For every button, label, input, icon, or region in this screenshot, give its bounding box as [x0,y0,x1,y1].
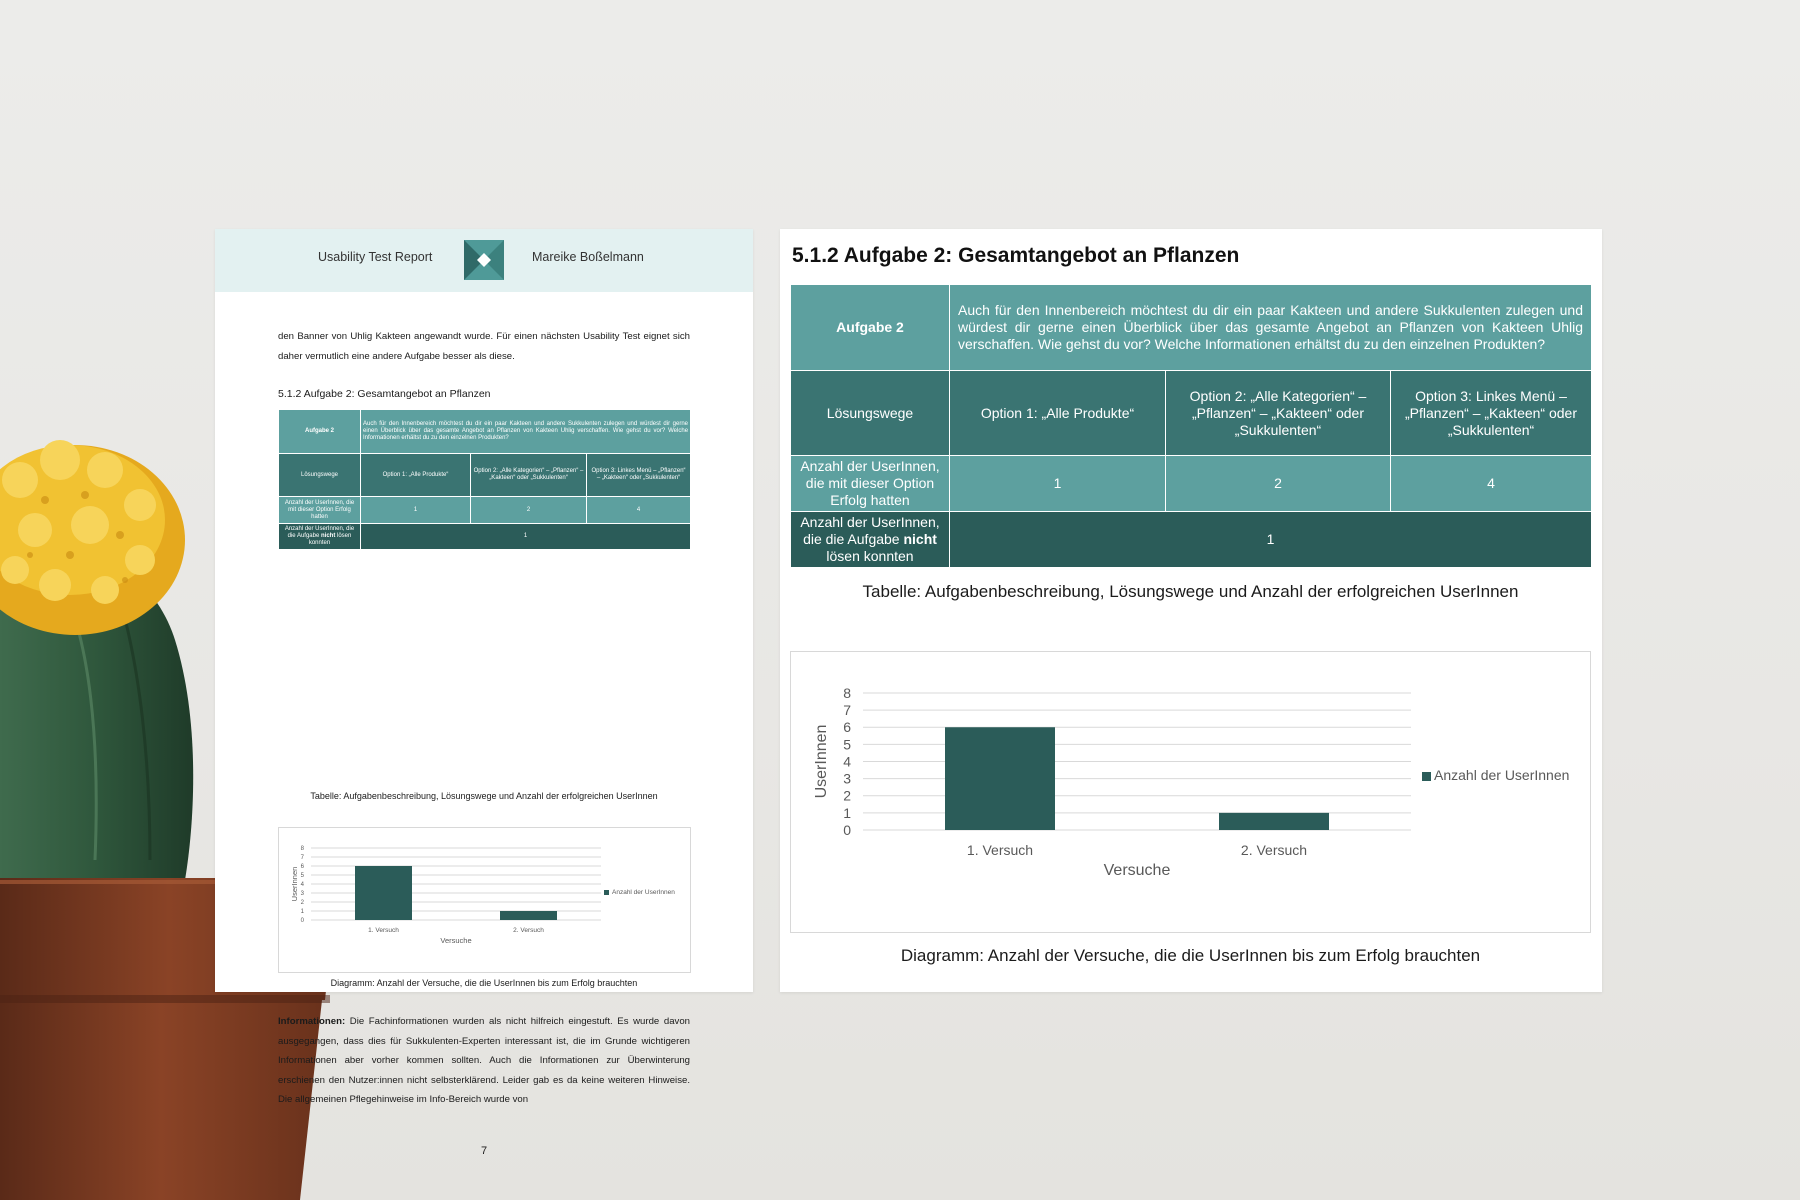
fail-value: 1 [359,523,692,550]
table-caption: Tabelle: Aufgabenbeschreibung, Lösungswe… [862,582,1519,601]
info-paragraph: Informationen: Die Fachinformationen wur… [278,1016,690,1105]
task-description: Auch für den Innenbereich möchtest du di… [948,284,1593,371]
option-2: Option 2: „Alle Kategorien“ – „Pflanzen“… [470,453,587,497]
option-3: Option 3: Linkes Menü – „Pflanzen“ – „Ka… [1389,370,1593,456]
fail-value: 1 [948,511,1593,568]
y-tick-label: 5 [843,736,851,752]
task-label: Aufgabe 2 [278,409,361,454]
y-axis-title: UserInnen [813,725,830,799]
fail-label: Anzahl der UserInnen, die die Aufgabe ni… [790,511,950,568]
logo-icon [464,240,504,280]
success-value-1: 1 [360,496,471,524]
y-tick-label: 7 [843,702,851,718]
bar [1219,812,1329,830]
y-tick-label: 5 [301,873,305,879]
task-label: Aufgabe 2 [790,284,950,371]
fail-label: Anzahl der UserInnen, die die Aufgabe ni… [278,523,361,550]
bar [945,727,1055,830]
chart-caption: Diagramm: Anzahl der Versuche, die die U… [330,978,638,988]
solutions-label: Lösungswege [790,370,950,456]
bar [355,866,412,920]
option-2: Option 2: „Alle Kategorien“ – „Pflanzen“… [1165,370,1391,456]
chart-svg-small: 0 1 2 3 4 5 6 7 8 1. Versuch 2. Versuch Versuche Use… [290,846,675,945]
section-heading: 5.1.2 Aufgabe 2: Gesamtangebot an Pflanz… [278,388,491,400]
right-zoomed-page: 5.1.2 Aufgabe 2: Gesamtangebot an Pflanz… [780,229,1602,992]
legend-label: Anzahl der UserInnen [1434,767,1569,783]
bar-chart-small: 0 1 2 3 4 5 6 7 8 1. Versuch 2. Versuch Versuche Use… [278,827,691,973]
success-value-2: 2 [1165,455,1391,512]
y-tick-label: 3 [301,891,305,897]
y-tick-label: 1 [843,805,851,821]
y-tick-label: 0 [843,822,851,838]
y-tick-label: 6 [301,864,305,870]
y-tick-label: 3 [843,771,851,787]
option-1: Option 1: „Alle Produkte“ [360,453,471,497]
chart-caption: Diagramm: Anzahl der Versuche, die die U… [900,946,1481,965]
intro-paragraph: den Banner von Uhlig Kakteen angewandt w… [278,331,690,362]
x-axis-title: Versuche [440,936,471,945]
option-3: Option 3: Linkes Menü – „Pflanzen“ – „Ka… [585,453,692,497]
x-tick-label: 2. Versuch [1241,842,1307,858]
y-tick-label: 8 [301,846,305,852]
bar-chart-large: 0 1 2 3 4 5 6 7 8 1. Versuch 2. Versuch Versuche Use… [790,651,1591,933]
success-value-3: 4 [585,496,692,524]
page-header: Usability Test Report Mareike Boßelmann [215,229,753,292]
success-value-3: 4 [1389,455,1593,512]
y-tick-label: 7 [301,855,305,861]
x-axis-title: Versuche [1104,862,1171,879]
success-value-2: 2 [470,496,587,524]
legend-swatch [604,890,609,895]
x-tick-label: 1. Versuch [967,842,1033,858]
x-tick-label: 2. Versuch [513,927,544,934]
left-document-page: Usability Test Report Mareike Boßelmann … [215,229,753,1157]
solutions-label: Lösungswege [278,453,361,497]
page-number: 7 [480,1145,488,1157]
y-tick-label: 1 [301,909,305,915]
task-table-large: Aufgabe 2 Auch für den Innenbereich möch… [790,284,1593,568]
author-name: Mareike Boßelmann [532,250,644,264]
y-tick-label: 6 [843,719,851,735]
option-1: Option 1: „Alle Produkte“ [949,370,1166,456]
task-description: Auch für den Innenbereich möchtest du di… [359,409,692,454]
task-table-small: Aufgabe 2 Auch für den Innenbereich möch… [278,409,692,550]
table-caption: Tabelle: Aufgabenbeschreibung, Lösungswe… [310,791,658,801]
success-label: Anzahl der UserInnen, die mit dieser Opt… [790,455,950,512]
legend-swatch [1422,772,1431,781]
y-tick-label: 2 [843,788,851,804]
y-tick-label: 8 [843,685,851,701]
y-tick-label: 0 [301,918,305,924]
section-heading-large: 5.1.2 Aufgabe 2: Gesamtangebot an Pflanz… [792,244,1240,267]
report-title: Usability Test Report [318,250,433,264]
x-tick-label: 1. Versuch [368,927,399,934]
success-value-1: 1 [949,455,1166,512]
y-tick-label: 4 [843,753,851,769]
y-axis-title: UserInnen [290,867,299,902]
legend-label: Anzahl der UserInnen [612,889,675,896]
y-tick-label: 4 [301,882,305,888]
bar [500,911,557,920]
success-label: Anzahl der UserInnen, die mit dieser Opt… [278,496,361,524]
y-tick-label: 2 [301,900,305,906]
